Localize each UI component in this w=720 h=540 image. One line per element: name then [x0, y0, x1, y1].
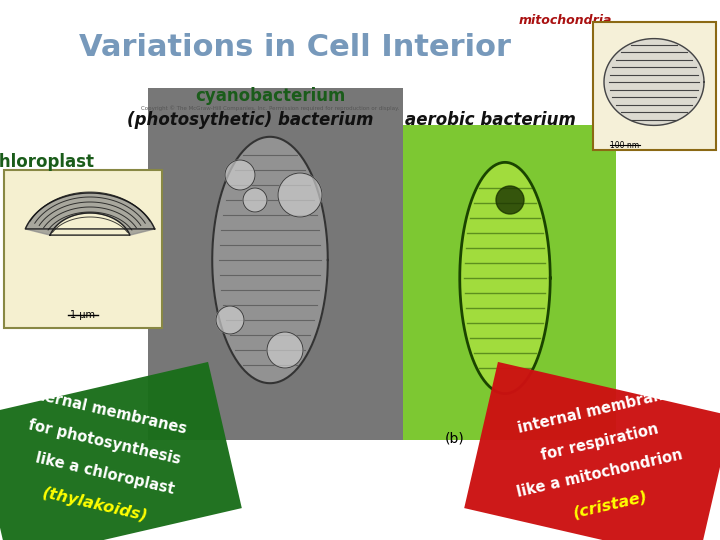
Text: like a chloroplast: like a chloroplast — [34, 451, 176, 497]
Text: cyanobacterium: cyanobacterium — [195, 87, 345, 105]
Polygon shape — [212, 137, 328, 383]
Text: internal membranes: internal membranes — [22, 384, 189, 436]
Text: Variations in Cell Interior: Variations in Cell Interior — [79, 32, 511, 62]
Text: 100 nm: 100 nm — [611, 141, 639, 150]
Text: like a mitochondrion: like a mitochondrion — [516, 448, 685, 501]
Text: (photosythetic) bacterium: (photosythetic) bacterium — [127, 111, 373, 129]
Text: for photosynthesis: for photosynthesis — [27, 417, 183, 467]
Text: (thylakoids): (thylakoids) — [41, 485, 149, 524]
FancyBboxPatch shape — [4, 170, 162, 328]
Circle shape — [216, 306, 244, 334]
FancyBboxPatch shape — [403, 125, 616, 440]
FancyBboxPatch shape — [148, 88, 403, 440]
Text: chloroplast: chloroplast — [0, 153, 94, 171]
Text: Copyright © The McGraw-Hill Companies, Inc. Permission required for reproduction: Copyright © The McGraw-Hill Companies, I… — [141, 105, 399, 111]
Polygon shape — [460, 163, 550, 394]
Text: (cristae): (cristae) — [571, 489, 649, 521]
FancyBboxPatch shape — [593, 22, 716, 150]
Text: (b): (b) — [445, 432, 465, 446]
Text: for respiration: for respiration — [540, 421, 660, 463]
Circle shape — [267, 332, 303, 368]
Circle shape — [496, 186, 524, 214]
Polygon shape — [464, 362, 720, 540]
Polygon shape — [0, 362, 242, 540]
Polygon shape — [25, 193, 155, 235]
Polygon shape — [604, 38, 704, 125]
Text: mitochondria: mitochondria — [518, 14, 612, 26]
Text: internal membranes: internal membranes — [516, 384, 683, 436]
Circle shape — [243, 188, 267, 212]
Text: aerobic bacterium: aerobic bacterium — [405, 111, 575, 129]
Text: 1 μm: 1 μm — [71, 310, 96, 320]
Circle shape — [278, 173, 322, 217]
FancyBboxPatch shape — [148, 88, 403, 440]
Circle shape — [225, 160, 255, 190]
